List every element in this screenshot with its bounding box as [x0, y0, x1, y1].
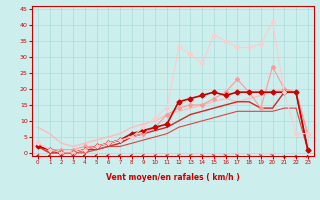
- X-axis label: Vent moyen/en rafales ( km/h ): Vent moyen/en rafales ( km/h ): [106, 174, 240, 183]
